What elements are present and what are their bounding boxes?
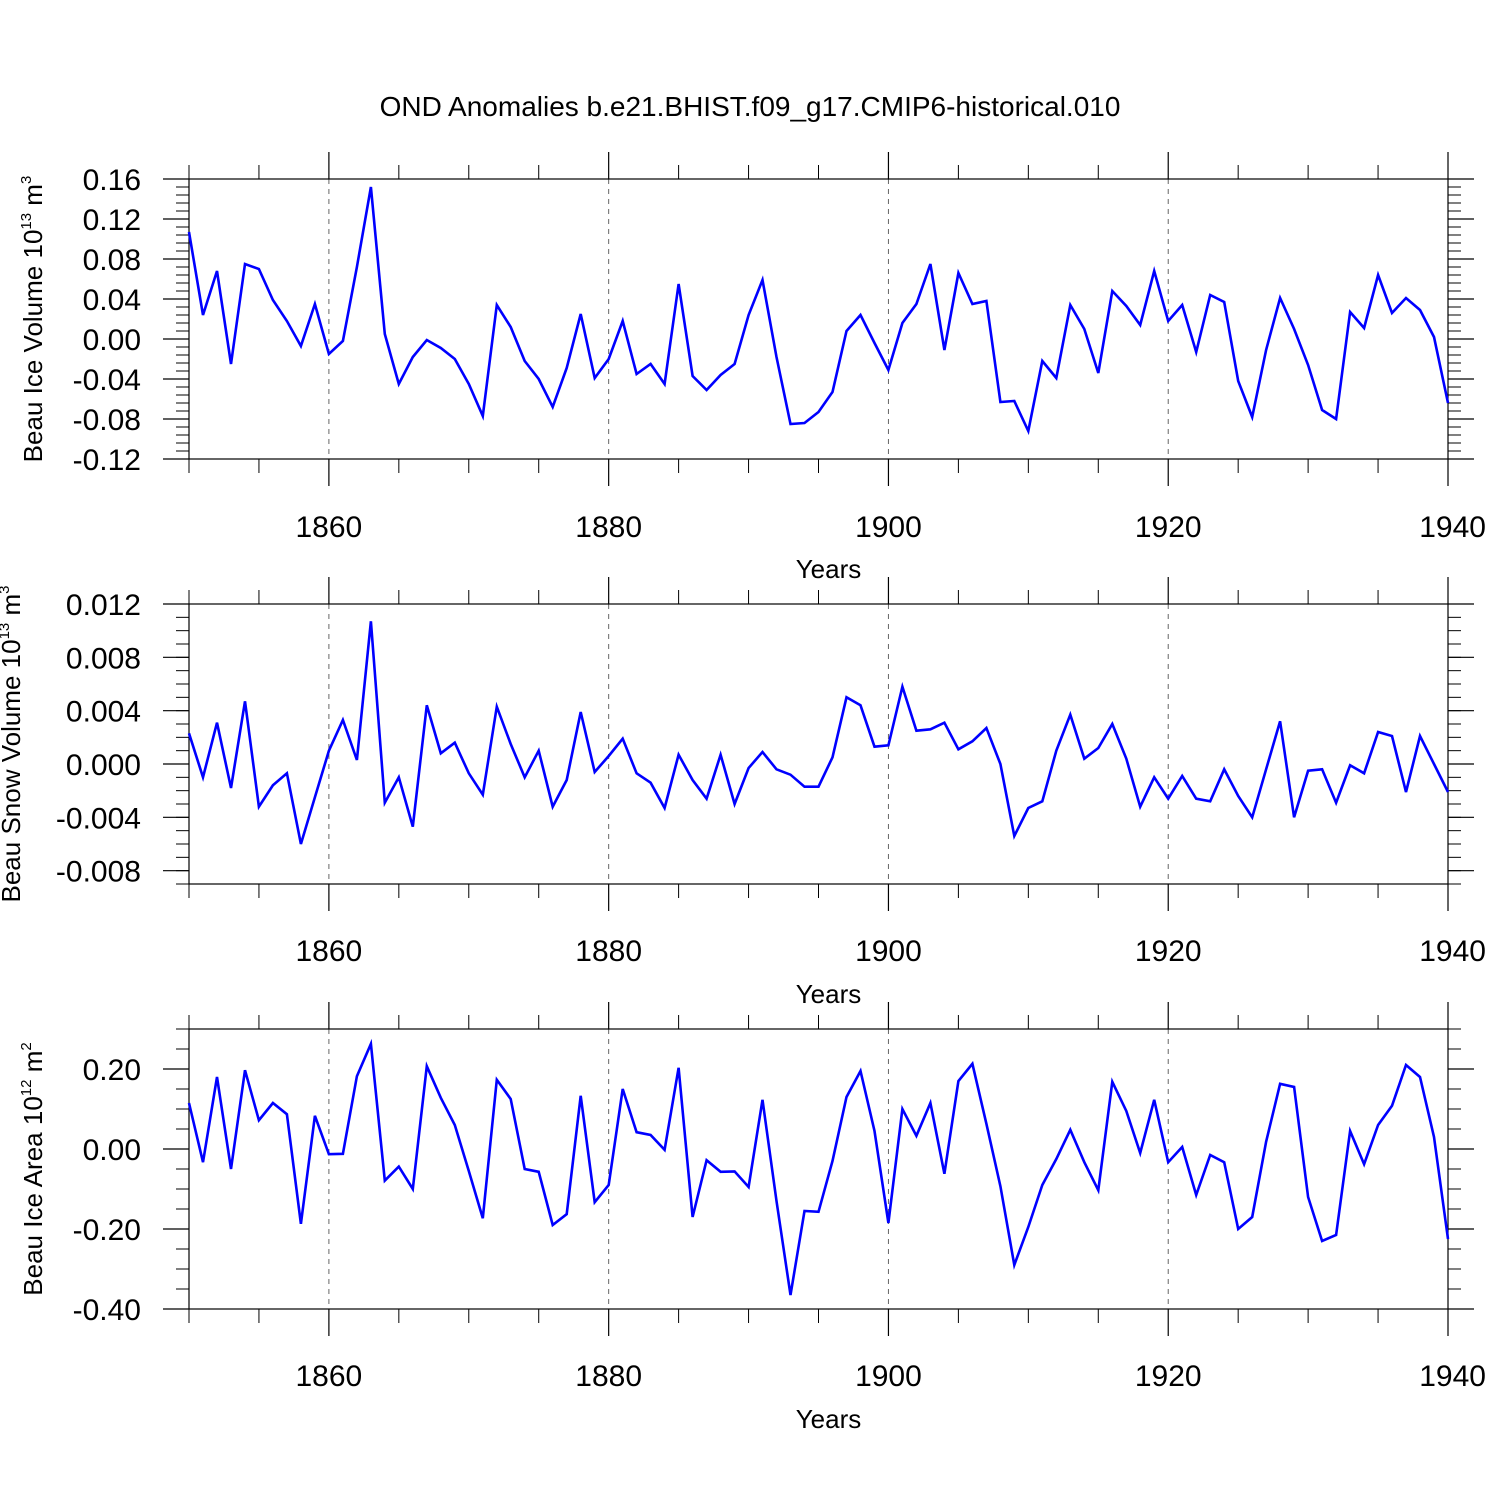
x-tick-label: 1920 bbox=[1135, 1360, 1202, 1393]
x-axis-title: Years bbox=[796, 979, 862, 1009]
y-tick-label: 0.04 bbox=[83, 284, 141, 317]
panel-ice-area: -0.40 -0.20 0.00 0.20 1860 1880 1900 1920 1940 Ye… bbox=[18, 1002, 1486, 1434]
x-tick-label: 1880 bbox=[575, 511, 642, 544]
y-tick-label: 0.00 bbox=[83, 324, 141, 357]
y-tick-label: -0.40 bbox=[73, 1294, 141, 1327]
y-minor-ticks bbox=[176, 1028, 1461, 1310]
y-axis-title: Beau Ice Area 1012 m2 bbox=[18, 1042, 48, 1295]
x-tick-label: 1860 bbox=[296, 935, 363, 968]
x-tick-label: 1860 bbox=[296, 511, 363, 544]
x-tick-label: 1880 bbox=[575, 935, 642, 968]
y-tick-label: -0.08 bbox=[73, 404, 141, 437]
x-minor-ticks bbox=[188, 1015, 1379, 1323]
chart-panels: -0.12 -0.08 -0.04 0.00 0.04 0.08 0.12 0.16 1860 1… bbox=[0, 152, 1486, 1434]
x-tick-label: 1920 bbox=[1135, 511, 1202, 544]
x-axis-title: Years bbox=[796, 554, 862, 584]
x-minor-ticks bbox=[188, 165, 1379, 473]
y-tick-label: 0.00 bbox=[83, 1134, 141, 1167]
x-tick-label: 1940 bbox=[1419, 1360, 1486, 1393]
x-tick-label: 1920 bbox=[1135, 935, 1202, 968]
y-minor-ticks bbox=[176, 178, 1461, 460]
y-tick-label: -0.008 bbox=[56, 856, 141, 889]
series-line-ice-area bbox=[187, 1038, 1450, 1296]
y-tick-label: 0.000 bbox=[66, 749, 141, 782]
plot-frame bbox=[188, 1028, 1449, 1310]
x-tick-label: 1900 bbox=[855, 511, 922, 544]
series-line-ice-volume bbox=[187, 186, 1450, 436]
x-minor-ticks bbox=[188, 590, 1379, 898]
x-tick-label: 1940 bbox=[1419, 511, 1486, 544]
y-tick-label: 0.004 bbox=[66, 696, 141, 729]
x-tick-label: 1900 bbox=[855, 935, 922, 968]
x-tick-label: 1900 bbox=[855, 1360, 922, 1393]
y-axis-title: Beau Ice Volume 1013 m3 bbox=[18, 176, 48, 463]
panel-snow-volume: -0.008 -0.004 0.000 0.004 0.008 0.012 1860 1880… bbox=[0, 577, 1486, 1009]
x-tick-label: 1880 bbox=[575, 1360, 642, 1393]
y-tick-label: -0.12 bbox=[73, 444, 141, 477]
y-tick-label: -0.20 bbox=[73, 1214, 141, 1247]
y-axis-title: Beau Snow Volume 1013 m3 bbox=[0, 586, 26, 903]
y-tick-label: -0.004 bbox=[56, 802, 141, 835]
x-tick-label: 1860 bbox=[296, 1360, 363, 1393]
y-tick-label: -0.04 bbox=[73, 364, 141, 397]
plot-frame bbox=[188, 603, 1449, 885]
y-tick-label: 0.16 bbox=[83, 164, 141, 197]
panel-ice-volume: -0.12 -0.08 -0.04 0.00 0.04 0.08 0.12 0.16 1860 1… bbox=[18, 152, 1486, 584]
chart-title: OND Anomalies b.e21.BHIST.f09_g17.CMIP6-… bbox=[380, 91, 1121, 122]
y-tick-label: 0.12 bbox=[83, 204, 141, 237]
y-tick-label: 0.008 bbox=[66, 642, 141, 675]
x-tick-label: 1940 bbox=[1419, 935, 1486, 968]
y-tick-label: 0.012 bbox=[66, 589, 141, 622]
y-tick-label: 0.08 bbox=[83, 244, 141, 277]
y-tick-label: 0.20 bbox=[83, 1054, 141, 1087]
x-axis-title: Years bbox=[796, 1404, 862, 1434]
series-line-snow-volume bbox=[187, 621, 1450, 845]
plot-frame bbox=[188, 178, 1449, 460]
